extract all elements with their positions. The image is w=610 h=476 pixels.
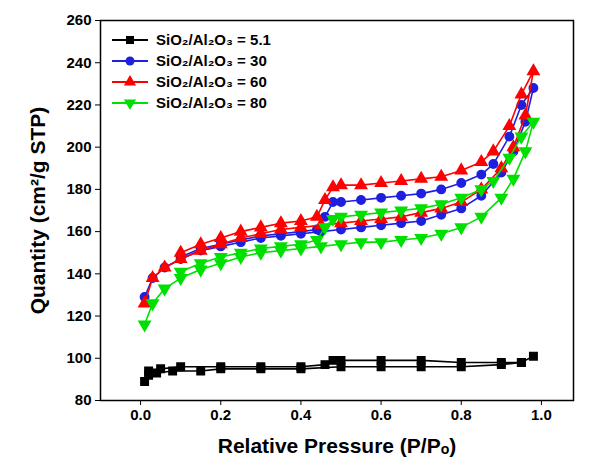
- svg-text:SiO₂/Al₂O₃ = 80: SiO₂/Al₂O₃ = 80: [156, 94, 267, 111]
- svg-text:SiO₂/Al₂O₃ = 5.1: SiO₂/Al₂O₃ = 5.1: [156, 31, 271, 48]
- svg-text:0.6: 0.6: [371, 406, 392, 423]
- svg-text:0.0: 0.0: [130, 406, 151, 423]
- svg-text:100: 100: [66, 349, 91, 366]
- svg-text:200: 200: [66, 138, 91, 155]
- svg-text:140: 140: [66, 265, 91, 282]
- svg-text:0.4: 0.4: [290, 406, 312, 423]
- svg-text:1.0: 1.0: [531, 406, 552, 423]
- svg-text:180: 180: [66, 180, 91, 197]
- svg-text:240: 240: [66, 54, 91, 71]
- svg-text:160: 160: [66, 222, 91, 239]
- svg-text:80: 80: [75, 391, 92, 408]
- svg-text:260: 260: [66, 11, 91, 28]
- svg-text:120: 120: [66, 307, 91, 324]
- svg-text:0.2: 0.2: [210, 406, 231, 423]
- svg-text:Relative Pressure (P/Pₒ): Relative Pressure (P/Pₒ): [218, 434, 457, 457]
- svg-text:SiO₂/Al₂O₃ = 60: SiO₂/Al₂O₃ = 60: [156, 73, 267, 90]
- svg-text:SiO₂/Al₂O₃ = 30: SiO₂/Al₂O₃ = 30: [156, 52, 267, 69]
- svg-text:Quantity (cm²/g STP): Quantity (cm²/g STP): [26, 107, 49, 315]
- svg-text:0.8: 0.8: [451, 406, 472, 423]
- svg-text:220: 220: [66, 96, 91, 113]
